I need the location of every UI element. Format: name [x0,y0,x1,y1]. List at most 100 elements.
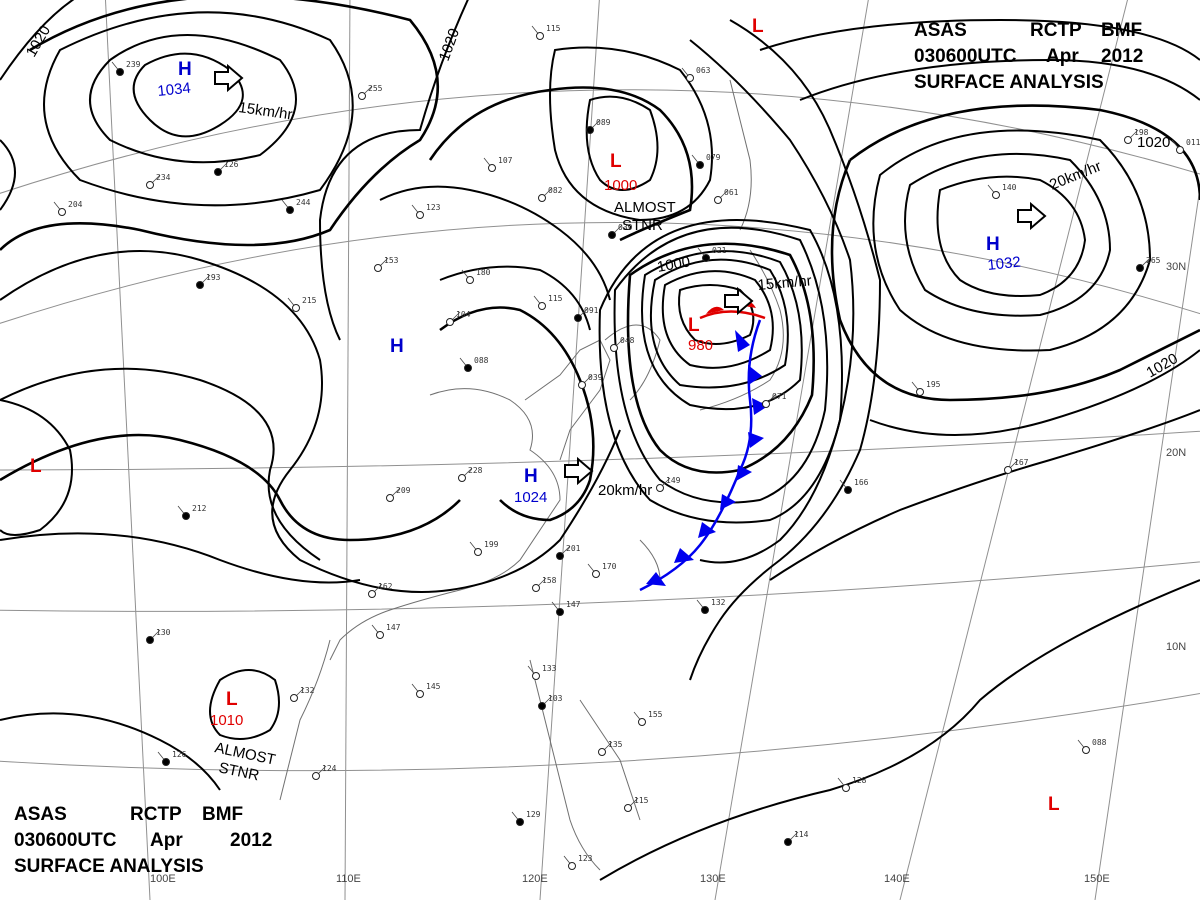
station-pressure: 201 [566,544,581,553]
station-pressure: 255 [368,84,383,93]
station-observations: 239 234 204 193 215 255 244 153 123 126 180 104 088 0… [53,24,1200,870]
station-circle [286,206,294,214]
station-pressure: 153 [384,256,399,265]
chart-header-bottom: ASAS RCTP BMF 030600UTC Apr 2012 SURFACE… [14,804,272,877]
station-plot: 115 [533,294,563,310]
station-plot: 126 [214,160,239,176]
station-circle [474,548,482,556]
station-circle [844,486,852,494]
station-pressure: 091 [584,306,599,315]
station-plot: 145 [411,682,441,698]
station-plot: 132 [696,598,726,614]
isobar [613,226,829,504]
station-circle [516,818,524,826]
station-plot: 212 [177,504,207,520]
station-circle [916,388,924,396]
station-circle [608,231,616,239]
motion-arrow [564,456,594,486]
header-agency: ASAS [14,804,67,825]
station-plot: 107 [483,156,513,172]
station-circle [686,74,694,82]
motion-arrows [214,63,1047,486]
station-circle [458,474,466,482]
station-circle [58,208,66,216]
station-circle [592,570,600,578]
isobar [936,175,1087,297]
station-plot: 129 [511,810,541,826]
station-plot: 193 [196,273,221,289]
isobar [872,129,1152,352]
isobar [428,86,694,242]
station-plot: 088 [459,356,489,372]
isobar [0,532,361,584]
station-circle [416,211,424,219]
station-circle [292,304,300,312]
station-pressure: 162 [378,582,393,591]
isobar [0,399,73,536]
isobar [769,409,1200,581]
station-plot: 234 [146,173,171,189]
station-circle [532,584,540,592]
station-circle [368,590,376,598]
station-plot: 158 [532,576,557,592]
station-plot: 039 [608,223,633,239]
station-plot: 011 [1171,138,1200,154]
station-plot: 115 [624,796,649,812]
stationary-note: STNR [622,217,663,234]
station-pressure: 107 [498,156,513,165]
isobar [869,349,1200,436]
longitude-label: 110E [336,873,361,885]
station-pressure: 103 [548,694,563,703]
station-pressure: 209 [396,486,411,495]
header-product: BMF [1101,20,1142,41]
station-circle [1004,466,1012,474]
isobar [689,19,882,681]
station-circle [762,400,770,408]
system-pressure-value: 980 [688,337,713,354]
station-plot: 123 [411,203,441,219]
station-pressure: 180 [476,268,491,277]
station-circle [702,254,710,262]
isobar [599,579,1200,881]
isobar [549,46,713,222]
station-pressure: 088 [1092,738,1107,747]
isobar [585,95,659,191]
isobar [0,367,321,561]
latitude-label: 10N [1166,641,1186,653]
station-plot: 166 [839,478,869,494]
isobar [598,219,843,524]
station-pressure: 048 [620,336,635,345]
isobar [0,250,621,593]
station-pressure: 265 [1146,256,1161,265]
station-pressure: 128 [852,776,867,785]
station-plot: 114 [784,830,809,846]
low-pressure-center: L [688,315,700,336]
station-plot: 149 [656,476,681,492]
station-plot: 199 [469,540,499,556]
station-pressure: 155 [648,710,663,719]
isobar [43,11,354,207]
station-circle [538,702,546,710]
station-pressure: 114 [794,830,809,839]
station-plot: 239 [111,60,141,76]
low-pressure-center: L [752,16,764,37]
motion-arrow [724,286,754,316]
station-plot: 079 [691,153,721,169]
station-plot: 039 [578,373,603,389]
station-pressure: 115 [634,796,649,805]
station-circle [374,264,382,272]
station-circle [701,606,709,614]
station-circle [466,276,474,284]
station-circle [538,302,546,310]
high-pressure-center: H [390,336,404,357]
high-pressure-center: H [524,466,538,487]
station-pressure: 021 [712,246,727,255]
station-circle [556,608,564,616]
system-pressure-value: 1000 [604,177,637,194]
station-pressure: 079 [706,153,721,162]
high-pressure-center: H [178,59,192,80]
station-plot: 180 [461,268,491,284]
station-circle [290,694,298,702]
station-pressure: 244 [296,198,311,207]
